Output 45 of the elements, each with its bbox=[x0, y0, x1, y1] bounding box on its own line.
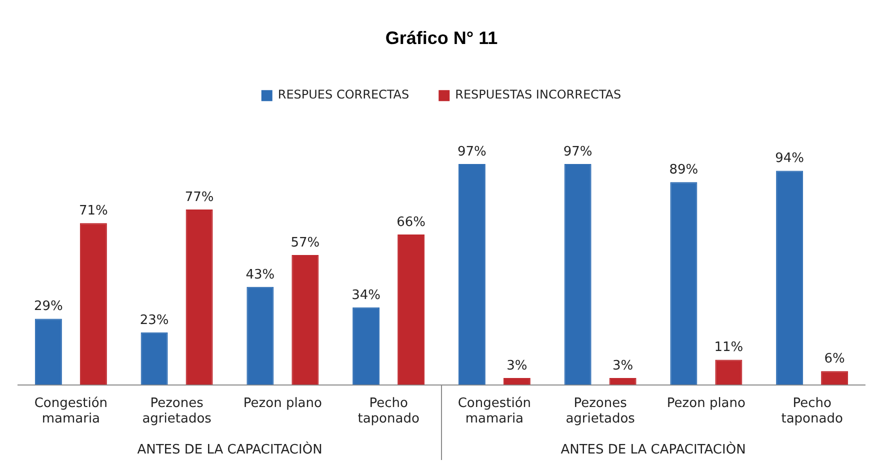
bar bbox=[246, 286, 274, 385]
bar bbox=[715, 360, 742, 385]
bar bbox=[458, 164, 486, 385]
x-tick-label: Pecho taponado bbox=[358, 396, 420, 427]
data-label: 89% bbox=[669, 162, 698, 178]
bar bbox=[80, 223, 107, 385]
text: ANTES DE LA CAPACITACIÒN bbox=[137, 440, 322, 458]
x-tick-label: Congestión mamaria bbox=[34, 396, 108, 427]
data-label: 11% bbox=[714, 340, 744, 356]
bar bbox=[186, 209, 213, 385]
data-label: 34% bbox=[352, 288, 381, 303]
data-label: 94% bbox=[775, 151, 804, 166]
data-label: 29% bbox=[34, 299, 63, 314]
x-tick-label: Pecho taponado bbox=[781, 396, 843, 427]
bar bbox=[140, 332, 168, 385]
data-label: 71% bbox=[78, 204, 108, 219]
data-label: 57% bbox=[290, 235, 320, 250]
data-label: 66% bbox=[396, 214, 426, 230]
x-tick-label: Pezon plano bbox=[666, 396, 746, 411]
bar bbox=[292, 255, 319, 385]
bar bbox=[670, 182, 698, 385]
bar bbox=[352, 307, 380, 385]
bar bbox=[609, 378, 636, 385]
data-label: 43% bbox=[246, 267, 275, 282]
data-label: 3% bbox=[612, 358, 634, 374]
bar bbox=[821, 371, 848, 385]
bar bbox=[398, 234, 425, 385]
data-label: 97% bbox=[457, 144, 486, 160]
data-label: 3% bbox=[506, 358, 528, 374]
chart-title: Gráfico N° 11 bbox=[385, 28, 498, 48]
text: ANTES DE LA CAPACITACIÒN bbox=[560, 440, 746, 458]
data-label: 97% bbox=[563, 144, 592, 160]
legend-label: RESPUES CORRECTAS bbox=[278, 88, 410, 102]
bar bbox=[564, 164, 592, 385]
bar bbox=[776, 170, 804, 385]
bar bbox=[34, 318, 62, 385]
legend-label: RESPUESTAS INCORRECTAS bbox=[455, 88, 622, 102]
data-label: 77% bbox=[184, 190, 214, 205]
x-tick-label: Congestión mamaria bbox=[458, 396, 532, 427]
data-label: 23% bbox=[140, 312, 169, 328]
x-tick-label: Pezones agrietados bbox=[566, 396, 636, 427]
x-tick-label: Pezon plano bbox=[243, 396, 322, 411]
x-tick-label: Pezones agrietados bbox=[142, 396, 212, 427]
data-label: 6% bbox=[824, 352, 845, 367]
bar bbox=[503, 378, 530, 385]
